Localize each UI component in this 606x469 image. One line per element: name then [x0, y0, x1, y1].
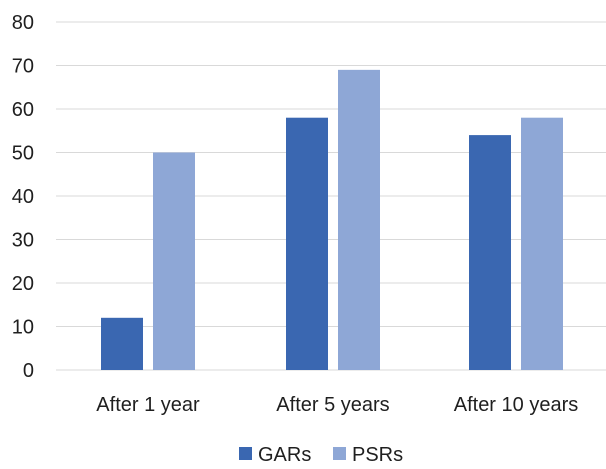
legend-label-gars: GARs	[258, 444, 311, 466]
y-tick-label: 0	[23, 360, 34, 382]
bar-gars-2	[469, 135, 511, 370]
bar-gars-1	[286, 117, 328, 370]
x-category-label: After 1 year	[96, 394, 200, 416]
y-tick-label: 60	[12, 99, 34, 121]
legend: GARs PSRs	[239, 444, 403, 466]
x-category-label: After 5 years	[276, 394, 389, 416]
bars	[101, 69, 563, 370]
y-tick-label: 30	[12, 230, 34, 252]
legend-label-psrs: PSRs	[352, 444, 403, 466]
bar-gars-0	[101, 317, 143, 370]
bar-psrs-2	[521, 117, 563, 370]
y-tick-label: 80	[12, 12, 34, 34]
y-tick-label: 20	[12, 273, 34, 295]
y-tick-label: 40	[12, 186, 34, 208]
x-axis-category-labels: After 1 year After 5 years After 10 years	[96, 394, 578, 416]
legend-swatch-gars	[239, 447, 252, 460]
bar-psrs-0	[153, 152, 195, 370]
legend-swatch-psrs	[333, 447, 346, 460]
gridlines	[56, 21, 606, 371]
y-axis-tick-labels: 0 10 20 30 40 50 60 70 80	[12, 12, 34, 382]
y-tick-label: 10	[12, 317, 34, 339]
y-tick-label: 50	[12, 143, 34, 165]
y-tick-label: 70	[12, 56, 34, 78]
x-category-label: After 10 years	[454, 394, 579, 416]
bar-psrs-1	[338, 69, 380, 370]
